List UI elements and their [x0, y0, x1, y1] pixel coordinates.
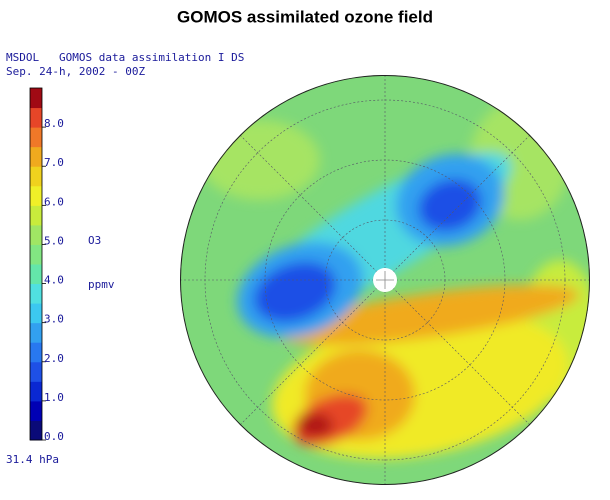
pole-cross	[376, 271, 394, 289]
colorbar-band	[30, 361, 42, 382]
colorbar-tick-label: 5.0	[44, 234, 64, 247]
colorbar-band	[30, 400, 42, 421]
colorbar-tick-label: 2.0	[44, 352, 64, 365]
colorbar-band	[30, 88, 42, 109]
colorbar-tick-label: 6.0	[44, 195, 64, 208]
colorbar-band	[30, 185, 42, 206]
colorbar-band	[30, 283, 42, 304]
colorbar-band	[30, 146, 42, 167]
title: GOMOS assimilated ozone field	[177, 7, 433, 26]
colorbar-band	[30, 244, 42, 265]
colorbar-band	[30, 107, 42, 128]
level-label: 31.4 hPa	[6, 453, 59, 466]
colorbar-band	[30, 303, 42, 324]
colorbar-tick-label: 0.0	[44, 430, 64, 443]
colorbar-band	[30, 420, 42, 441]
colorbar-tick-label: 1.0	[44, 391, 64, 404]
colorbar-band	[30, 381, 42, 402]
colorbar-band	[30, 322, 42, 343]
variable-label: O3	[88, 234, 101, 247]
colorbar-band	[30, 205, 42, 226]
colorbar-tick-label: 4.0	[44, 274, 64, 287]
colorbar-band	[30, 224, 42, 245]
colorbar-frame	[29, 87, 43, 441]
colorbar-band	[30, 264, 42, 285]
colorbar-band	[30, 166, 42, 187]
colorbar-tick-label: 8.0	[44, 117, 64, 130]
colorbar-tick-label: 7.0	[44, 156, 64, 169]
header-line: MSDOL GOMOS data assimilation I DS	[6, 51, 244, 64]
colorbar: 0.0 1.0 2.0 3.0 4.0 5.0 6.0 7.0 8.0	[29, 87, 64, 443]
unit-label: ppmv	[88, 278, 115, 291]
header-line: Sep. 24-h, 2002 - 00Z	[6, 65, 145, 78]
colorbar-tick-label: 3.0	[44, 313, 64, 326]
colorbar-band	[30, 127, 42, 148]
colorbar-band	[30, 342, 42, 363]
